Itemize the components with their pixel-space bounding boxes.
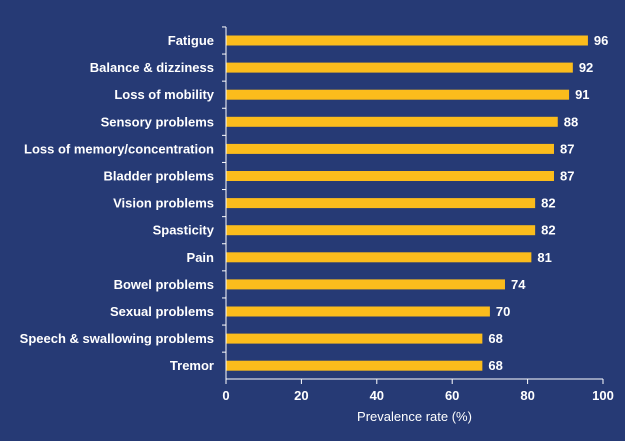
bar (226, 360, 483, 371)
x-tick-label: 0 (222, 388, 229, 403)
bar (226, 89, 570, 100)
bar (226, 252, 532, 263)
value-label: 82 (541, 196, 555, 211)
x-tick-label: 20 (294, 388, 308, 403)
value-label: 91 (575, 87, 589, 102)
category-labels-group: Fatigue Balance & dizziness Loss of mobili… (20, 33, 215, 373)
value-label: 70 (496, 304, 510, 319)
category-label: Loss of mobility (114, 87, 214, 102)
bar (226, 35, 588, 46)
value-label: 87 (560, 169, 574, 184)
value-label: 96 (594, 33, 608, 48)
category-label: Sexual problems (110, 304, 214, 319)
category-label: Bladder problems (103, 169, 214, 184)
value-label: 68 (488, 331, 502, 346)
value-label: 68 (488, 358, 502, 373)
category-label: Tremor (170, 358, 214, 373)
category-label: Balance & dizziness (90, 60, 214, 75)
x-tick-label: 40 (370, 388, 384, 403)
category-label: Sensory problems (101, 114, 214, 129)
category-label: Spasticity (153, 223, 215, 238)
bar (226, 171, 554, 181)
x-tick-label: 80 (520, 388, 534, 403)
bar (226, 143, 554, 154)
bar (226, 333, 483, 344)
category-label: Vision problems (113, 196, 214, 211)
bars-group (226, 35, 588, 371)
x-axis-title: Prevalence rate (%) (357, 409, 472, 424)
bar (226, 225, 536, 236)
category-label: Bowel problems (114, 277, 214, 292)
bar (226, 62, 573, 73)
bar (226, 116, 558, 127)
x-axis: 0 20 40 60 80 100 (222, 26, 614, 403)
value-label: 81 (537, 250, 551, 265)
bar (226, 306, 490, 317)
category-label: Loss of memory/concentration (24, 141, 214, 156)
category-label: Pain (187, 250, 215, 265)
category-label: Speech & swallowing problems (20, 331, 214, 346)
value-label: 87 (560, 141, 574, 156)
value-label: 92 (579, 60, 593, 75)
value-label: 74 (511, 277, 526, 292)
bar (226, 279, 505, 290)
value-label: 82 (541, 223, 555, 238)
category-label: Fatigue (168, 33, 214, 48)
x-tick-label: 100 (592, 388, 614, 403)
bar (226, 198, 536, 209)
value-label: 88 (564, 114, 578, 129)
x-tick-label: 60 (445, 388, 459, 403)
